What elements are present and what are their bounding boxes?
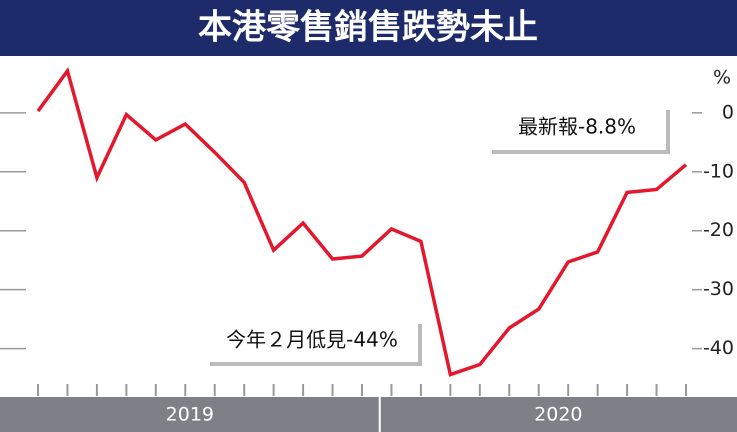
y-tick-label: -30 [703,278,734,300]
x-band [0,397,737,432]
chart-title: 本港零售銷售跌勢未止 [198,8,538,48]
series-line [36,67,688,377]
annotation: 最新報-8.8% [518,115,636,139]
annotation-box [206,320,418,362]
x-group-label: 2019 [166,404,214,426]
x-group-label: 2020 [534,404,582,426]
y-tick-label: -20 [703,219,734,241]
y-tick-label: 0 [722,101,734,123]
y-tick-label: -40 [703,337,734,359]
y-unit: % [713,67,731,89]
y-tick-label: -10 [703,160,734,182]
title-banner [0,0,737,56]
annotation: 今年２月低見-44% [226,328,398,352]
annotation-box [488,106,666,150]
